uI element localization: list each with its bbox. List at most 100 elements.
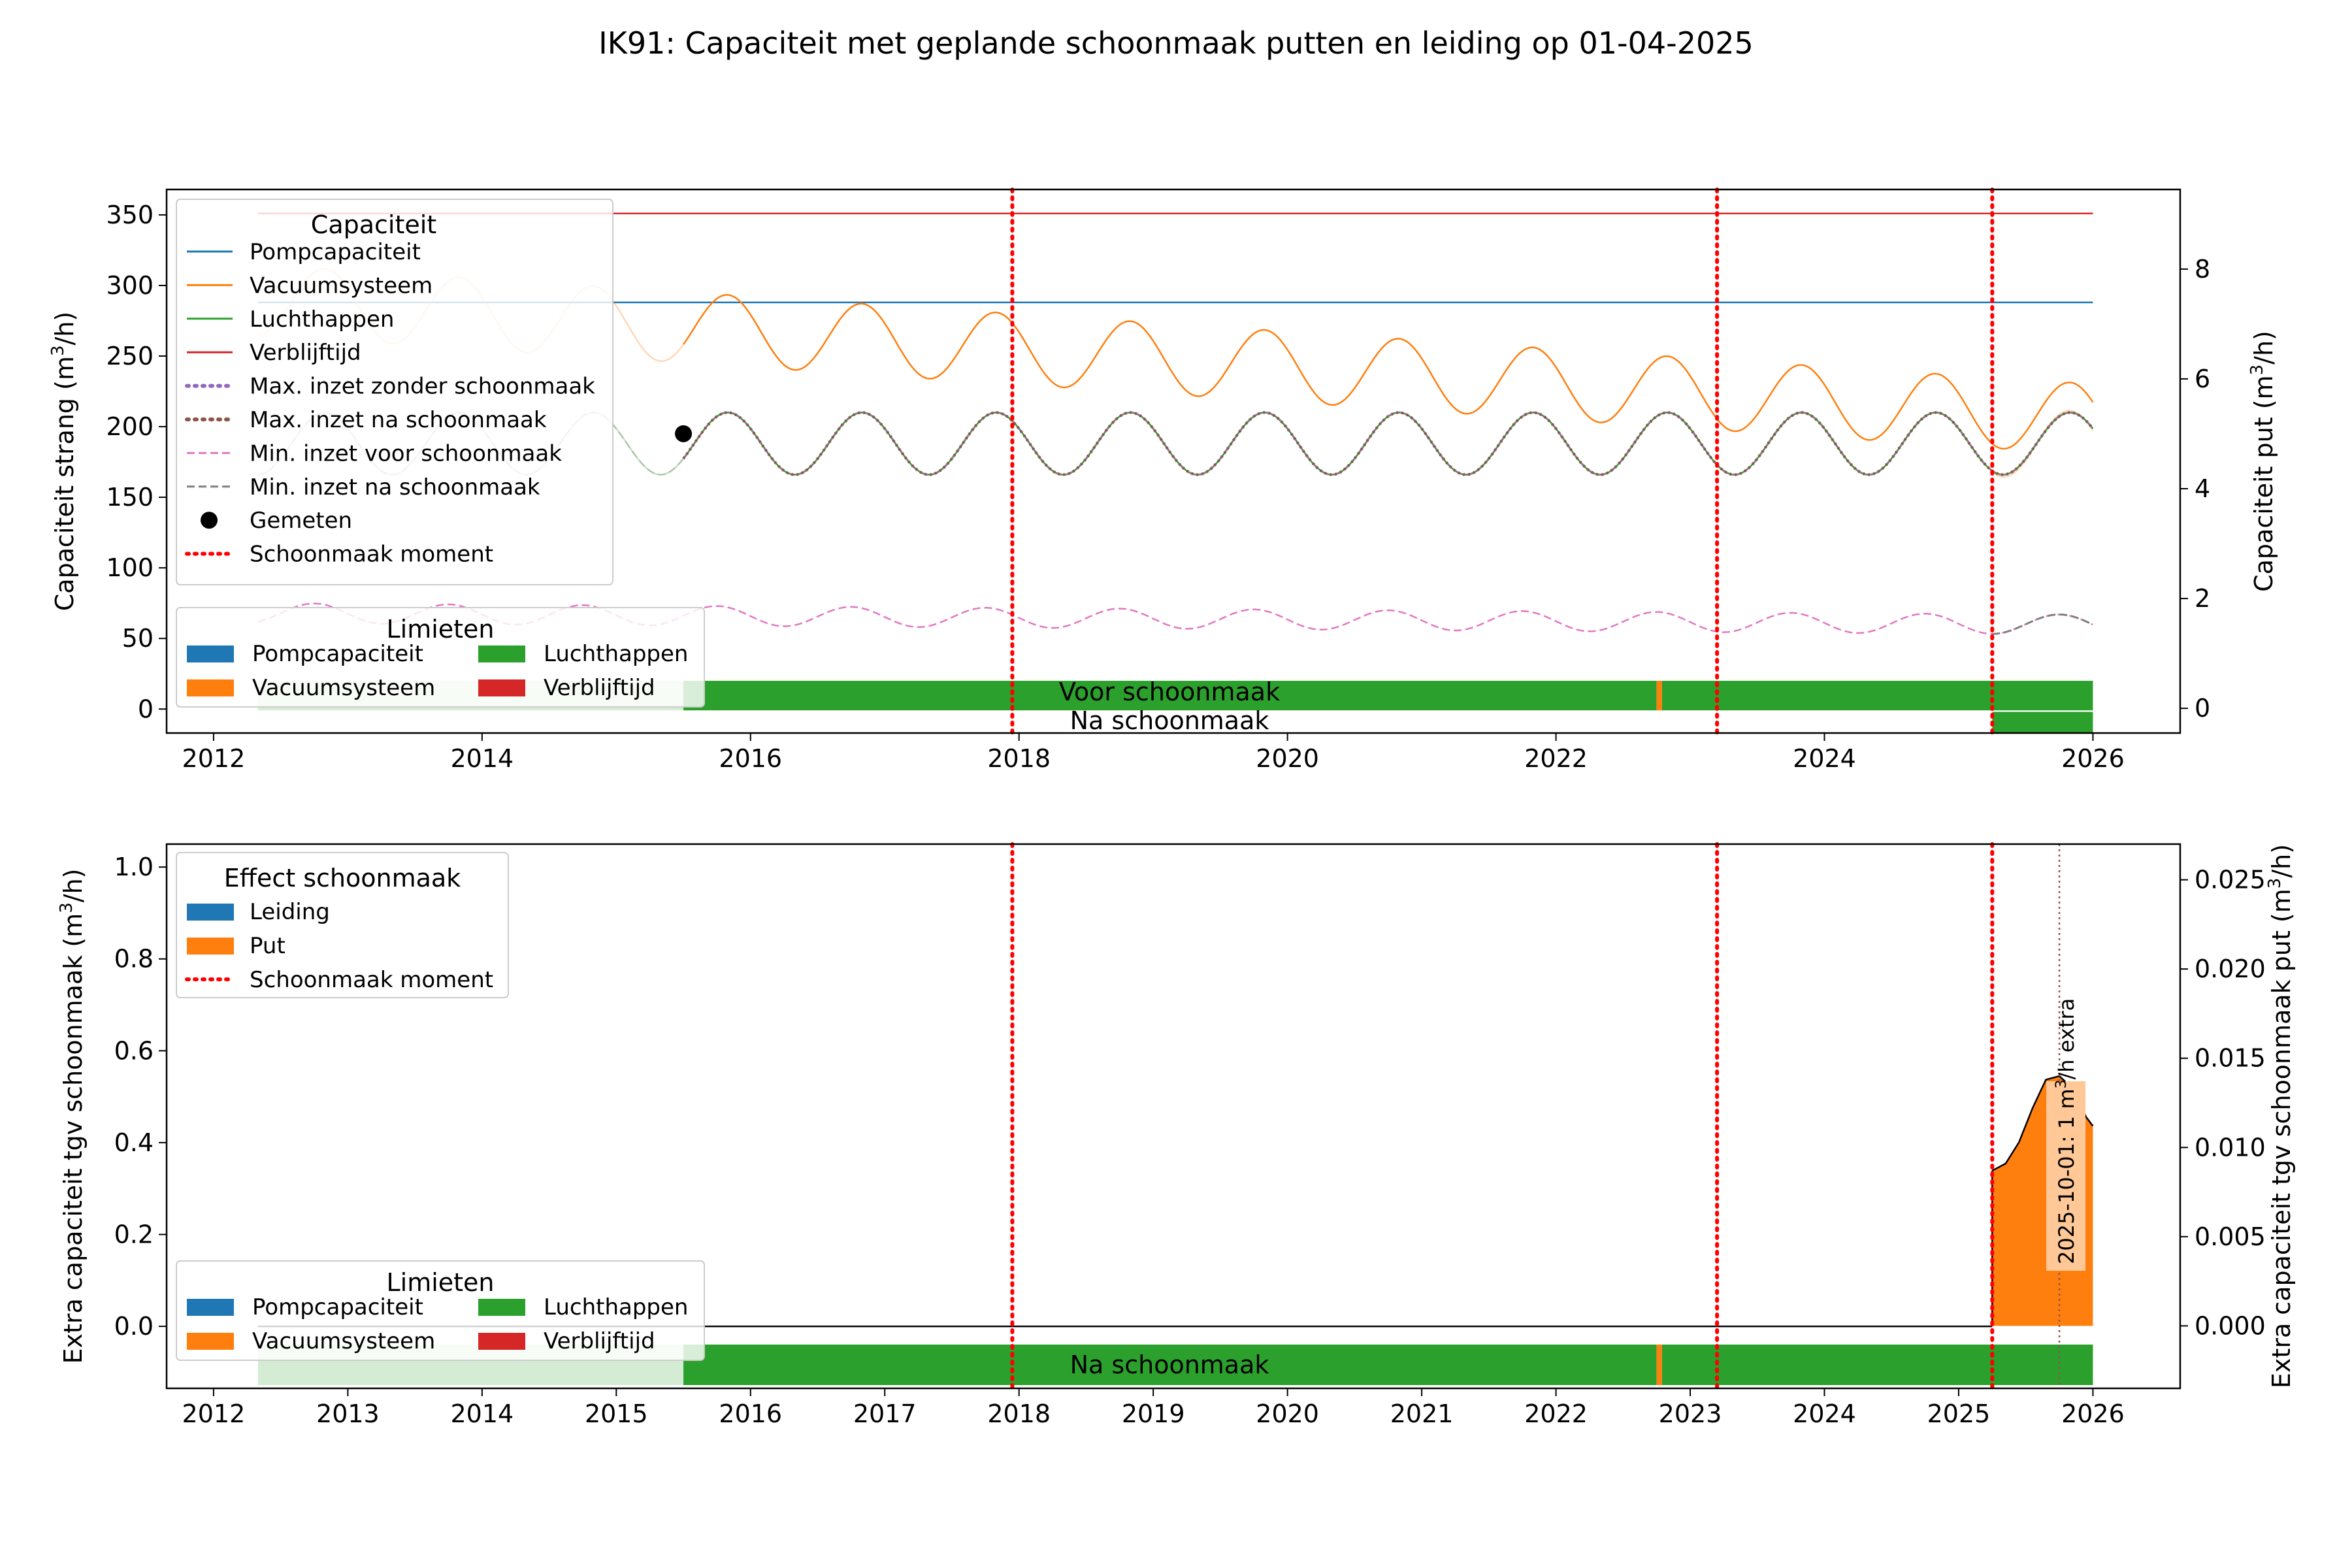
limit-bar-segment	[683, 681, 1657, 711]
y2-tick-label: 0.020	[2195, 955, 2266, 983]
y-tick-label: 100	[106, 553, 154, 582]
x-tick-label: 2016	[719, 744, 782, 773]
legend-limieten	[176, 1260, 705, 1361]
legend-label: Max. inzet na schoonmaak	[250, 407, 547, 433]
x-tick-label: 2019	[1122, 1399, 1185, 1428]
legend-label: Luchthappen	[250, 306, 394, 333]
series-vacuumsysteem	[682, 294, 2094, 450]
y2-tick-label: 0.000	[2195, 1311, 2266, 1340]
annotation-text: 2025-10-01: 1 m3/h extra	[2053, 998, 2080, 1264]
limit-bar-segment	[1661, 681, 2093, 711]
legend-label: Min. inzet na schoonmaak	[250, 474, 540, 500]
y-tick-label: 150	[106, 483, 154, 512]
legend-label: Put	[250, 933, 286, 959]
legend-label: Gemeten	[250, 508, 352, 534]
limit-bar-segment	[1661, 1345, 2093, 1385]
legend-patch	[187, 679, 234, 696]
legend-title: Effect schoonmaak	[224, 864, 461, 892]
legend-patch	[478, 1299, 525, 1316]
limit-bar-segment	[683, 1345, 1657, 1385]
legend-label: Pompcapaciteit	[250, 239, 421, 265]
legend-marker	[201, 512, 218, 529]
x-tick-label: 2013	[316, 1399, 380, 1428]
y2-tick-label: 6	[2195, 365, 2210, 393]
legend-label: Schoonmaak moment	[250, 542, 493, 568]
y-tick-label: 50	[122, 624, 154, 653]
legend-label: Vacuumsysteem	[252, 1328, 435, 1354]
annotation-box	[2046, 1081, 2086, 1271]
y2-axis-label: Capaciteit put (m3/h)	[2247, 331, 2278, 592]
bottom-chart: Na schoonmaak 2025-10-01: 1 m3/h extra 201…	[57, 842, 2296, 1428]
y2-tick-label: 8	[2195, 255, 2210, 284]
x-tick-label: 2017	[853, 1399, 917, 1428]
y2-tick-label: 0.010	[2195, 1133, 2266, 1162]
legend-label: Vacuumsysteem	[252, 675, 435, 701]
y-axis-label: Capaciteit strang (m3/h)	[48, 312, 79, 612]
legend-patch	[187, 1333, 234, 1350]
bar-label: Na schoonmaak	[1070, 706, 1269, 735]
y2-axis-label: Extra capaciteit tgv schoonmaak put (m3/…	[2265, 844, 2296, 1388]
y-axis-label: Extra capaciteit tgv schoonmaak (m3/h)	[57, 869, 88, 1364]
x-tick-label: 2023	[1659, 1399, 1722, 1428]
x-tick-label: 2022	[1524, 744, 1588, 773]
x-tick-label: 2012	[182, 1399, 246, 1428]
legend-label: Pompcapaciteit	[252, 641, 423, 667]
y-tick-label: 250	[106, 342, 154, 370]
y2-tick-label: 2	[2195, 584, 2210, 613]
legend-capaciteit	[176, 199, 613, 585]
legend-patch	[187, 1299, 234, 1316]
legend-label: Pompcapaciteit	[252, 1294, 423, 1320]
x-tick-label: 2026	[2061, 744, 2125, 773]
y-tick-label: 200	[106, 412, 154, 441]
legend-limieten	[176, 607, 705, 708]
x-tick-label: 2024	[1793, 1399, 1856, 1428]
legend-patch	[478, 1333, 525, 1350]
y-tick-label: 0.6	[114, 1036, 154, 1065]
axes-frame	[165, 188, 2181, 734]
y2-tick-label: 0.025	[2195, 866, 2266, 894]
y-tick-label: 0.0	[114, 1312, 154, 1341]
legend-patch	[478, 679, 525, 696]
x-tick-label: 2018	[987, 744, 1051, 773]
x-tick-label: 2012	[182, 744, 246, 773]
y-tick-label: 300	[106, 271, 154, 300]
y-tick-label: 350	[106, 201, 154, 229]
legend-label: Verblijftijd	[544, 1328, 655, 1354]
x-tick-label: 2021	[1390, 1399, 1454, 1428]
limit-bar-segment	[1992, 711, 2093, 733]
chart-title: IK91: Capaciteit met geplande schoonmaak…	[598, 25, 1754, 61]
legend-label: Luchthappen	[544, 1294, 688, 1320]
legend-label: Verblijftijd	[544, 675, 655, 701]
legend-patch	[478, 645, 525, 662]
y-tick-label: 0.2	[114, 1220, 154, 1249]
x-tick-label: 2022	[1524, 1399, 1588, 1428]
legend-patch	[187, 904, 234, 921]
legend-label: Max. inzet zonder schoonmaak	[250, 374, 595, 400]
axes-frame	[165, 843, 2181, 1390]
legend-label: Verblijftijd	[250, 340, 361, 366]
bar-label: Voor schoonmaak	[1059, 678, 1280, 706]
legend-label: Luchthappen	[544, 641, 688, 667]
x-tick-label: 2020	[1256, 1399, 1319, 1428]
limit-bar-segment	[1656, 1345, 1662, 1385]
x-tick-label: 2026	[2061, 1399, 2125, 1428]
y2-tick-label: 4	[2195, 474, 2210, 503]
x-tick-label: 2025	[1927, 1399, 1991, 1428]
legend-patch	[187, 938, 234, 955]
x-tick-label: 2024	[1793, 744, 1856, 773]
y-tick-label: 0.8	[114, 945, 154, 973]
y2-tick-label: 0.005	[2195, 1222, 2266, 1251]
y2-tick-label: 0.015	[2195, 1044, 2266, 1073]
series-min-inzet-na-late	[1992, 613, 2094, 635]
y-tick-label: 1.0	[114, 853, 154, 881]
x-tick-label: 2015	[585, 1399, 648, 1428]
y-tick-label: 0	[138, 694, 154, 723]
x-tick-label: 2014	[450, 744, 514, 773]
bar-label: Na schoonmaak	[1070, 1350, 1269, 1379]
legend-label: Leiding	[250, 899, 330, 925]
y-tick-label: 0.4	[114, 1128, 154, 1157]
x-tick-label: 2014	[450, 1399, 514, 1428]
limit-bar-segment	[1656, 681, 1662, 711]
series-max-inzet-na	[682, 411, 2094, 476]
